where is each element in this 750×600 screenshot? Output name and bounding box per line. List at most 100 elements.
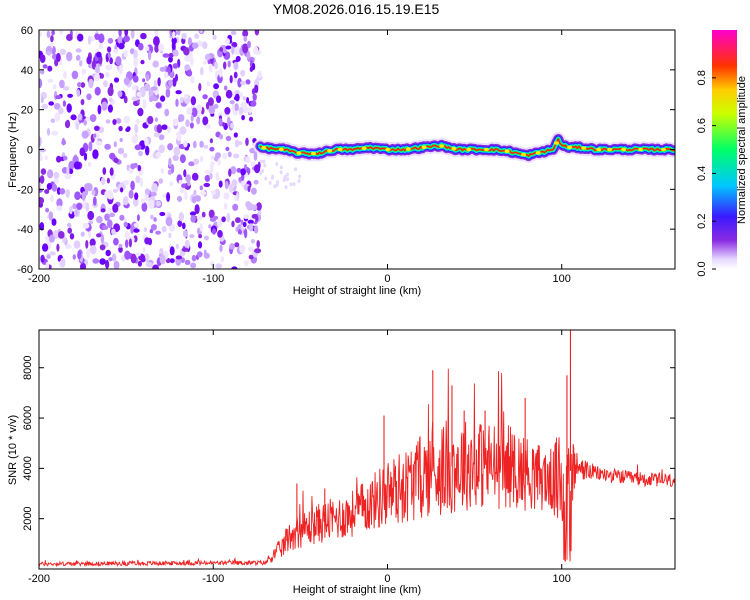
noise-blob [242, 43, 249, 54]
noise-blob [150, 191, 157, 197]
noise-blob [138, 42, 144, 51]
noise-blob [130, 224, 134, 234]
noise-blob [66, 103, 72, 113]
noise-blob [256, 240, 261, 249]
y-tick-label: -40 [17, 224, 33, 236]
noise-blob [160, 95, 166, 102]
x-tick-label: -200 [28, 273, 50, 285]
noise-blob [204, 53, 211, 61]
noise-blob [124, 231, 130, 240]
noise-blob [228, 168, 232, 177]
noise-blob [178, 179, 183, 185]
track-highlight [621, 147, 627, 152]
noise-blob [201, 211, 206, 218]
noise-blob [64, 173, 72, 180]
y-tick-label: 20 [21, 105, 33, 117]
noise-blob [118, 125, 123, 132]
noise-blob [224, 180, 229, 190]
noise-blob [208, 224, 212, 229]
y-tick-label: -60 [17, 264, 33, 276]
noise-blob [85, 239, 89, 249]
track-highlight [484, 147, 489, 152]
noise-blob [199, 30, 203, 34]
noise-blob [89, 245, 97, 255]
noise-blob [52, 84, 57, 90]
noise-blob [130, 163, 136, 170]
noise-blob [107, 104, 113, 113]
noise-blob [39, 78, 43, 89]
noise-blob [248, 106, 252, 114]
noise-blob [102, 225, 109, 230]
noise-blob [236, 167, 242, 173]
noise-blob [297, 179, 301, 183]
x-tick-label: 0 [384, 573, 390, 585]
noise-blob [105, 119, 111, 124]
noise-blob [198, 83, 202, 92]
noise-blob [128, 238, 132, 248]
noise-blob [98, 33, 105, 44]
noise-blob [39, 137, 42, 147]
noise-blob [49, 234, 55, 243]
noise-blob [183, 47, 190, 56]
noise-blob [202, 94, 208, 100]
noise-blob [59, 30, 64, 35]
noise-blob [151, 183, 158, 193]
noise-blob [169, 181, 174, 187]
snr-panel: -200 -100 0 100 2000 4000 6000 8000 Height of … [7, 329, 676, 596]
noise-blob [240, 219, 244, 225]
noise-blob [152, 152, 157, 159]
noise-blob [166, 192, 171, 202]
noise-blob [152, 264, 159, 269]
noise-blob [198, 234, 203, 239]
noise-blob [250, 239, 255, 244]
noise-blob [67, 93, 73, 98]
noise-blob [119, 137, 123, 143]
noise-blob [254, 248, 262, 254]
noise-blob [49, 251, 56, 256]
noise-blob [89, 238, 96, 247]
noise-blob [248, 223, 254, 232]
noise-blob [203, 144, 209, 149]
noise-blob [233, 45, 241, 56]
noise-blob [189, 211, 197, 216]
snr-y-ticks: 2000 4000 6000 8000 [22, 355, 675, 531]
noise-blob [50, 118, 55, 123]
noise-blob [125, 239, 129, 249]
noise-blob [242, 221, 247, 228]
noise-blob [42, 64, 48, 69]
noise-blob [190, 262, 197, 269]
noise-blob [130, 180, 135, 191]
noise-blob [73, 161, 81, 170]
noise-blob [187, 37, 192, 46]
noise-blob [99, 258, 106, 265]
noise-blob [175, 90, 182, 95]
noise-blob [234, 89, 240, 95]
noise-blob [39, 175, 45, 184]
noise-blob [188, 161, 195, 167]
noise-blob [159, 248, 164, 255]
noise-blob [139, 177, 143, 187]
noise-blob [46, 254, 51, 259]
noise-blob [223, 202, 228, 210]
noise-blob [289, 182, 293, 187]
noise-blob [144, 253, 150, 263]
noise-blob [245, 137, 249, 146]
noise-blob [111, 253, 117, 262]
noise-blob [118, 246, 123, 253]
noise-blob [112, 49, 119, 54]
noise-blob [256, 202, 262, 211]
noise-blob [264, 176, 268, 181]
noise-blob [258, 210, 262, 215]
noise-blob [244, 260, 249, 267]
noise-blob [93, 133, 97, 138]
noise-blob [70, 114, 77, 121]
noise-blob [42, 243, 49, 252]
noise-blob [193, 158, 200, 165]
noise-blob [39, 152, 42, 157]
noise-blob [56, 198, 63, 208]
noise-blob [124, 250, 131, 260]
noise-blob [131, 96, 139, 102]
noise-blob [136, 91, 142, 97]
noise-blob [73, 209, 79, 217]
noise-blob [237, 77, 242, 88]
